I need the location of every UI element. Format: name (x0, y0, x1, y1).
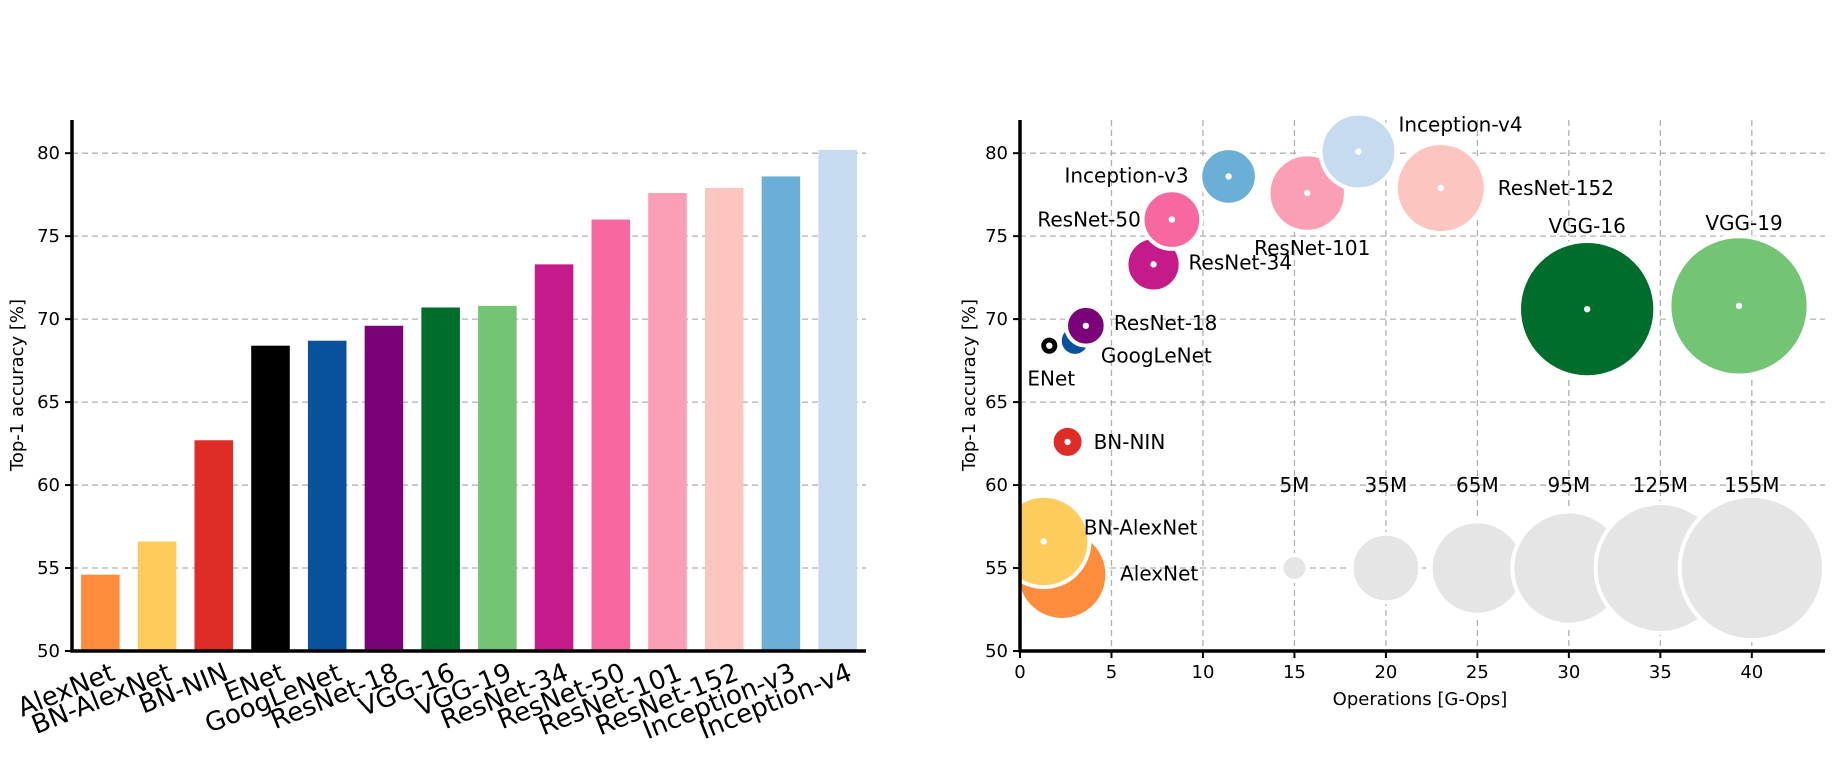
bubble-x-axis-label: Operations [G-Ops] (1333, 689, 1508, 710)
bar-resnet-18 (364, 325, 404, 651)
bar-y-tick-label: 75 (37, 226, 60, 247)
bubble-label: BN-NIN (1094, 430, 1166, 454)
bubble-center-dot (1168, 216, 1176, 223)
bar-y-axis-label: Top-1 accuracy [%] (7, 299, 28, 472)
bubble-x-tick-label: 40 (1740, 662, 1763, 683)
bubble-x-tick-label: 30 (1557, 662, 1580, 683)
bubble-center-dot (1082, 322, 1090, 329)
bubble-labels: AlexNet BN-AlexNet BN-NIN ENet GoogLeNet ResN… (1027, 113, 1782, 586)
bar-inception-v3 (761, 176, 801, 651)
bubble-label: Inception-v4 (1398, 113, 1522, 137)
bar-vgg-16 (421, 307, 460, 651)
bar-resnet-101 (648, 193, 687, 651)
bubble-marks (1020, 111, 1825, 643)
size-legend-label: 5M (1279, 473, 1309, 497)
bar-enet (251, 345, 290, 651)
bubble-ticks: 50 55 60 65 70 75 80 0 5 10 15 20 25 30 35 40 (985, 143, 1763, 683)
bubble-label: ResNet-101 (1254, 236, 1370, 260)
bubble-x-tick-label: 15 (1283, 662, 1306, 683)
bubble-y-tick-label: 80 (985, 143, 1008, 164)
bubble-label: AlexNet (1120, 562, 1198, 586)
bar-gridlines (72, 152, 866, 569)
bubble-y-tick-label: 70 (985, 309, 1008, 330)
bubble-label: VGG-16 (1548, 214, 1625, 238)
bar-resnet-152 (704, 188, 744, 652)
bubble-y-tick-label: 55 (985, 558, 1008, 579)
bubble-label: ENet (1027, 367, 1075, 391)
bubble-axes (1018, 120, 1825, 653)
bar-marks (81, 149, 857, 652)
bubble-label: BN-AlexNet (1084, 515, 1198, 539)
bubble-x-tick-label: 0 (1014, 662, 1025, 683)
bubble-label: VGG-19 (1705, 211, 1782, 235)
bubble-y-tick-label: 60 (985, 475, 1008, 496)
size-legend-label: 125M (1633, 473, 1688, 497)
bubble-y-tick-label: 65 (985, 392, 1008, 413)
bubble-y-tick-label: 75 (985, 226, 1008, 247)
bubble-center-dot (1304, 189, 1311, 197)
bar-y-tick-label: 80 (37, 143, 60, 164)
size-legend-bubble (1349, 531, 1423, 605)
bar-inception-v4 (818, 149, 857, 651)
size-legend: 5M 35M 65M 95M 125M 155M (1279, 473, 1779, 497)
bubble-label: GoogLeNet (1101, 344, 1212, 368)
bar-alexnet (81, 574, 120, 651)
bubble-center-dot (1735, 302, 1743, 310)
bar-googlenet (307, 340, 347, 651)
bubble-label: ResNet-152 (1498, 176, 1614, 200)
bar-bn-nin (194, 440, 234, 651)
bar-y-tick-label: 50 (37, 641, 60, 662)
size-legend-bubble (1428, 519, 1527, 617)
bar-y-tick-label: 65 (37, 392, 60, 413)
bubble-x-tick-label: 25 (1466, 662, 1489, 683)
bubble-x-tick-label: 5 (1106, 662, 1117, 683)
bubble-label: ResNet-18 (1114, 311, 1218, 335)
bar-axes (70, 120, 866, 653)
bar-y-tick-label: 55 (37, 558, 60, 579)
bar-resnet-50 (591, 219, 631, 651)
size-legend-bubble (1279, 553, 1310, 584)
bubble-center-dot (1225, 173, 1232, 180)
bar-chart: 50 55 60 65 70 75 80 AlexNetBN-AlexNetBN-NINEN… (7, 120, 866, 746)
bubble-center-dot (1150, 261, 1157, 268)
bubble-x-tick-label: 10 (1192, 662, 1215, 683)
bubble-x-tick-label: 20 (1374, 662, 1397, 683)
bubble-bn-alexnet (1020, 493, 1092, 590)
bubble-center-dot (1046, 342, 1053, 349)
bubble-center-dot (1355, 148, 1362, 155)
bubble-center-dot (1583, 305, 1591, 313)
bar-y-tick-label: 70 (37, 309, 60, 330)
bubble-y-tick-label: 50 (985, 641, 1008, 662)
bubble-center-dot (1064, 438, 1071, 446)
bubble-center-dot (1040, 538, 1047, 545)
bar-y-ticks: 50 55 60 65 70 75 80 (37, 143, 72, 662)
bar-bn-alexnet (137, 541, 177, 651)
bar-y-tick-label: 60 (37, 475, 60, 496)
size-legend-label: 95M (1548, 473, 1591, 497)
bubble-label: ResNet-34 (1189, 250, 1293, 274)
bubble-chart: AlexNet BN-AlexNet BN-NIN ENet GoogLeNet ResN… (959, 111, 1825, 710)
size-legend-label: 35M (1365, 473, 1408, 497)
bar-category-labels: AlexNetBN-AlexNetBN-NINENetGoogLeNetResN… (14, 658, 857, 746)
bubble-center-dot (1437, 184, 1444, 192)
size-legend-bubble (1677, 493, 1825, 643)
bubble-label: ResNet-50 (1037, 208, 1141, 232)
size-legend-label: 65M (1456, 473, 1499, 497)
bar-resnet-34 (534, 264, 574, 651)
bubble-x-tick-label: 35 (1649, 662, 1672, 683)
bubble-y-axis-label: Top-1 accuracy [%] (959, 299, 980, 472)
size-legend-label: 155M (1724, 473, 1779, 497)
bar-vgg-19 (478, 305, 517, 651)
bubble-label: Inception-v3 (1064, 163, 1188, 187)
